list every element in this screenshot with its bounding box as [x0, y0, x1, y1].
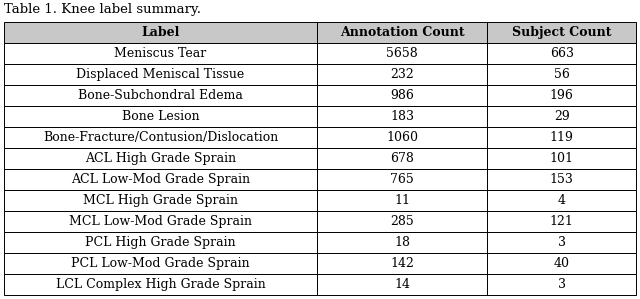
- Text: 56: 56: [554, 68, 570, 81]
- Bar: [4, 127, 317, 148]
- Bar: [4, 148, 317, 169]
- Text: 5658: 5658: [387, 47, 418, 60]
- Text: 14: 14: [394, 278, 410, 291]
- Bar: [4, 64, 317, 85]
- Text: 153: 153: [550, 173, 573, 186]
- Text: LCL Complex High Grade Sprain: LCL Complex High Grade Sprain: [56, 278, 266, 291]
- Bar: [488, 43, 636, 64]
- Text: 29: 29: [554, 110, 570, 123]
- Text: Table 1. Knee label summary.: Table 1. Knee label summary.: [4, 4, 201, 16]
- Bar: [4, 190, 317, 211]
- Bar: [317, 190, 488, 211]
- Bar: [488, 190, 636, 211]
- Text: 121: 121: [550, 215, 573, 228]
- Bar: [4, 43, 317, 64]
- Bar: [4, 232, 317, 253]
- Bar: [317, 148, 488, 169]
- Text: 183: 183: [390, 110, 414, 123]
- Bar: [4, 85, 317, 106]
- Bar: [317, 64, 488, 85]
- Bar: [488, 274, 636, 295]
- Text: 678: 678: [390, 152, 414, 165]
- Text: 196: 196: [550, 89, 573, 102]
- Bar: [317, 253, 488, 274]
- Text: 765: 765: [390, 173, 414, 186]
- Bar: [488, 148, 636, 169]
- Bar: [317, 85, 488, 106]
- Text: 285: 285: [390, 215, 414, 228]
- Bar: [4, 274, 317, 295]
- Text: PCL High Grade Sprain: PCL High Grade Sprain: [85, 236, 236, 249]
- Text: ACL High Grade Sprain: ACL High Grade Sprain: [85, 152, 236, 165]
- Bar: [4, 169, 317, 190]
- Bar: [488, 64, 636, 85]
- Bar: [488, 85, 636, 106]
- Text: 232: 232: [390, 68, 414, 81]
- Bar: [488, 106, 636, 127]
- Text: 4: 4: [557, 194, 566, 207]
- Bar: [4, 106, 317, 127]
- Text: 18: 18: [394, 236, 410, 249]
- Bar: [488, 169, 636, 190]
- Text: PCL Low-Mod Grade Sprain: PCL Low-Mod Grade Sprain: [71, 257, 250, 270]
- Bar: [317, 43, 488, 64]
- Bar: [317, 211, 488, 232]
- Bar: [317, 232, 488, 253]
- Bar: [488, 232, 636, 253]
- Text: 1060: 1060: [386, 131, 418, 144]
- Text: Bone Lesion: Bone Lesion: [122, 110, 199, 123]
- Bar: [317, 22, 488, 43]
- Text: 101: 101: [550, 152, 573, 165]
- Bar: [488, 253, 636, 274]
- Bar: [488, 211, 636, 232]
- Text: 119: 119: [550, 131, 573, 144]
- Bar: [4, 22, 317, 43]
- Text: 3: 3: [557, 278, 566, 291]
- Bar: [488, 127, 636, 148]
- Text: Annotation Count: Annotation Count: [340, 26, 465, 39]
- Bar: [4, 253, 317, 274]
- Text: 40: 40: [554, 257, 570, 270]
- Bar: [488, 22, 636, 43]
- Text: Bone-Fracture/Contusion/Dislocation: Bone-Fracture/Contusion/Dislocation: [43, 131, 278, 144]
- Bar: [317, 169, 488, 190]
- Text: MCL High Grade Sprain: MCL High Grade Sprain: [83, 194, 238, 207]
- Bar: [317, 274, 488, 295]
- Text: 3: 3: [557, 236, 566, 249]
- Text: 986: 986: [390, 89, 414, 102]
- Text: 11: 11: [394, 194, 410, 207]
- Text: 142: 142: [390, 257, 414, 270]
- Text: Meniscus Tear: Meniscus Tear: [115, 47, 207, 60]
- Text: Displaced Meniscal Tissue: Displaced Meniscal Tissue: [76, 68, 244, 81]
- Text: Label: Label: [141, 26, 180, 39]
- Text: 663: 663: [550, 47, 573, 60]
- Bar: [317, 127, 488, 148]
- Bar: [317, 106, 488, 127]
- Bar: [4, 211, 317, 232]
- Text: MCL Low-Mod Grade Sprain: MCL Low-Mod Grade Sprain: [69, 215, 252, 228]
- Text: Bone-Subchondral Edema: Bone-Subchondral Edema: [78, 89, 243, 102]
- Text: ACL Low-Mod Grade Sprain: ACL Low-Mod Grade Sprain: [71, 173, 250, 186]
- Text: Subject Count: Subject Count: [512, 26, 611, 39]
